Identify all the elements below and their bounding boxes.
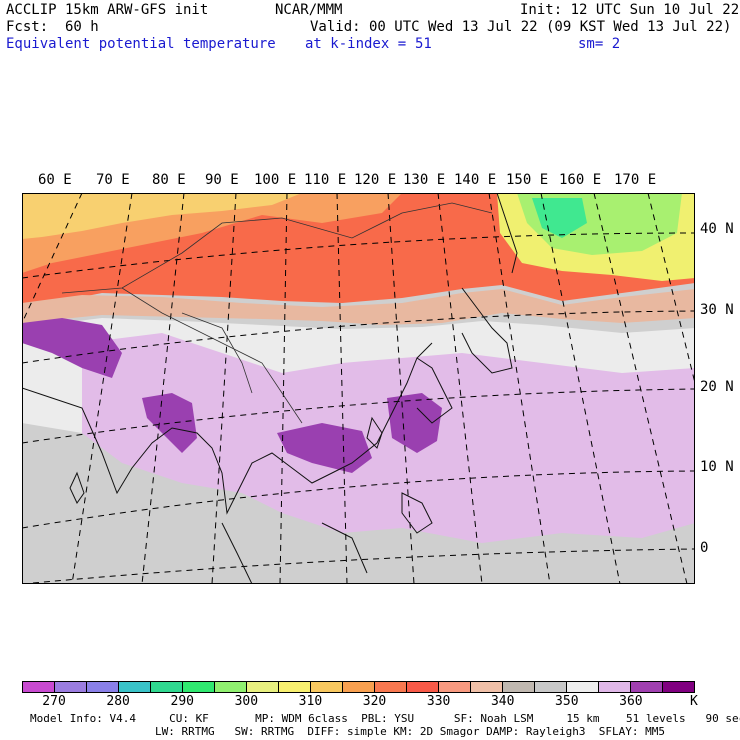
colorbar-swatch — [567, 682, 599, 692]
level-value: 51 — [415, 36, 432, 52]
colorbar-swatch — [247, 682, 279, 692]
model-info-line1: Model Info: V4.4 CU: KF MP: WDM 6class P… — [30, 712, 740, 725]
colorbar-swatch — [503, 682, 535, 692]
forecast-label: Fcst: — [6, 19, 49, 35]
colorbar-swatch — [151, 682, 183, 692]
lon-label: 170 E — [614, 172, 657, 188]
lon-label: 110 E — [304, 172, 347, 188]
purple-philippine-sea — [387, 393, 442, 453]
colorbar-swatch — [343, 682, 375, 692]
forecast-hours: 60 h — [65, 19, 99, 35]
colorbar-label: 330 — [426, 694, 451, 709]
lat-label: 40 N — [700, 221, 734, 237]
colorbar-swatch — [87, 682, 119, 692]
colorbar-swatch — [55, 682, 87, 692]
colorbar-label: 270 — [42, 694, 66, 709]
coastlines — [22, 193, 518, 584]
lon-label: 80 E — [152, 172, 186, 188]
lon-label: 90 E — [205, 172, 239, 188]
lon-label: 120 E — [354, 172, 397, 188]
lon-label: 140 E — [454, 172, 497, 188]
colorbar-swatch — [599, 682, 631, 692]
colorbar-swatch — [439, 682, 471, 692]
level-label: at k-index = — [305, 36, 407, 52]
borders — [61, 202, 493, 424]
colorbar-label: 320 — [362, 694, 387, 709]
colorbar-label: 310 — [298, 694, 323, 709]
purple-india — [22, 318, 122, 378]
purple-scs — [277, 423, 372, 473]
valid-time: Valid: 00 UTC Wed 13 Jul 22 (09 KST Wed … — [310, 19, 732, 35]
colorbar-swatch — [631, 682, 663, 692]
lat-label: 0 — [700, 540, 709, 556]
lon-label: 100 E — [254, 172, 297, 188]
colorbar-swatch — [311, 682, 343, 692]
colorbar-swatch — [215, 682, 247, 692]
theta-e-map — [22, 193, 695, 584]
smoothing-label: sm= 2 — [578, 36, 621, 52]
colorbar-label: 280 — [106, 694, 130, 709]
init-time: Init: 12 UTC Sun 10 Jul 22 — [520, 2, 740, 18]
colorbar-label: 300 — [234, 694, 259, 709]
colorbar-swatch — [375, 682, 407, 692]
colorbar-swatch — [279, 682, 311, 692]
colorbar-label: 350 — [555, 694, 579, 709]
lon-label: 160 E — [559, 172, 602, 188]
colorbar-label: 290 — [170, 694, 194, 709]
model-title: ACCLIP 15km ARW-GFS init — [6, 2, 209, 18]
lat-label: 30 N — [700, 302, 734, 318]
lat-label: 10 N — [700, 459, 734, 475]
colorbar-swatch — [407, 682, 439, 692]
lat-label: 20 N — [700, 379, 734, 395]
graticule — [22, 193, 695, 584]
colorbar-label: 340 — [490, 694, 515, 709]
colorbar-label: 360 — [619, 694, 643, 709]
lon-label: 130 E — [403, 172, 446, 188]
warm-band-yellow — [22, 193, 302, 239]
field-name: Equivalent potential temperature — [6, 36, 276, 52]
model-info-line2: LW: RRTMG SW: RRTMG DIFF: simple KM: 2D … — [155, 725, 665, 738]
colorbar-swatch — [183, 682, 215, 692]
moist-tropics — [82, 333, 695, 543]
lon-label: 150 E — [506, 172, 549, 188]
pacific-green — [532, 198, 587, 238]
colorbar-unit: K — [690, 694, 698, 709]
colorbar-swatch — [471, 682, 503, 692]
colorbar-swatch — [535, 682, 567, 692]
colorbar — [22, 681, 695, 693]
colorbar-swatch — [23, 682, 55, 692]
colorbar-swatch — [663, 682, 694, 692]
lon-label: 70 E — [96, 172, 130, 188]
colorbar-swatch — [119, 682, 151, 692]
lon-label: 60 E — [38, 172, 72, 188]
org-label: NCAR/MMM — [275, 2, 343, 18]
